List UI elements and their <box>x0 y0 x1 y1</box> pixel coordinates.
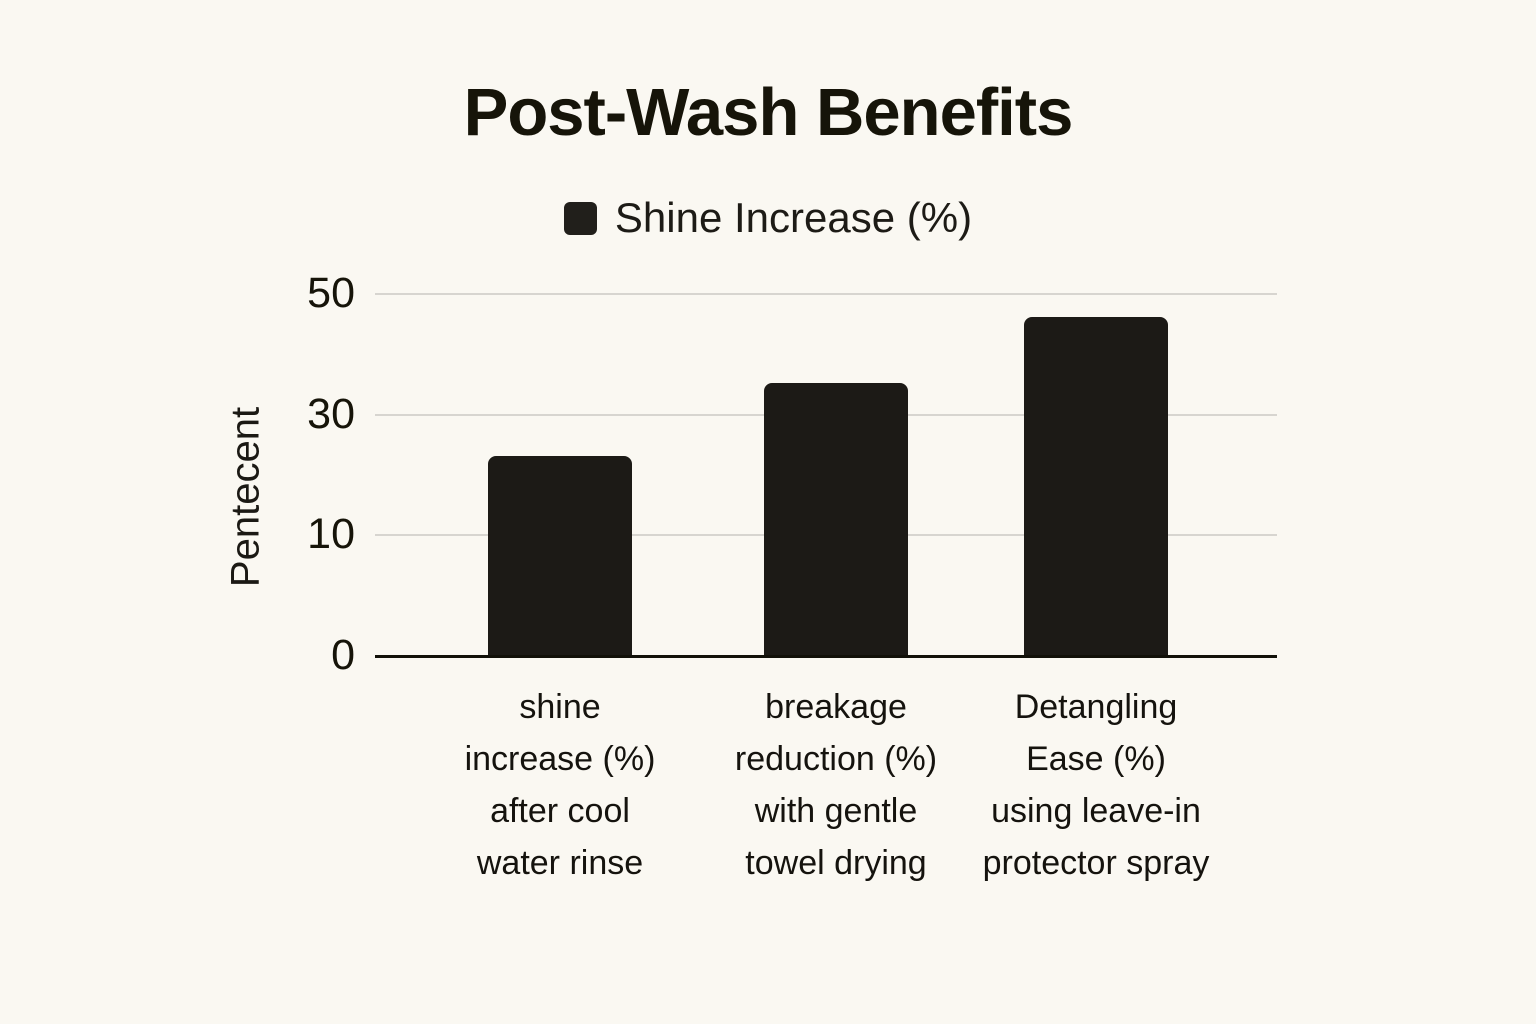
bar-3 <box>1024 317 1168 655</box>
gridline-y50 <box>375 293 1277 295</box>
x-category-label-2: breakage reduction (%) with gentle towel… <box>734 688 938 882</box>
x-category-label-1: shine increase (%) after cool water rins… <box>464 688 656 882</box>
chart-title: Post-Wash Benefits <box>463 75 1074 150</box>
legend-label: Shine Increase (%) <box>614 194 973 241</box>
legend-swatch-icon <box>563 201 597 235</box>
legend: Shine Increase (%) <box>0 194 1536 242</box>
x-category-label-3: Detangling Ease (%) using leave-in prote… <box>982 688 1210 882</box>
y-tick-label-0: 0 <box>331 631 355 679</box>
plot-area <box>375 293 1277 658</box>
y-tick-label-30: 30 <box>307 390 355 438</box>
y-tick-label-50: 50 <box>307 269 355 317</box>
bar-1 <box>488 456 632 655</box>
y-tick-label-10: 10 <box>307 510 355 558</box>
bar-2 <box>764 383 908 655</box>
